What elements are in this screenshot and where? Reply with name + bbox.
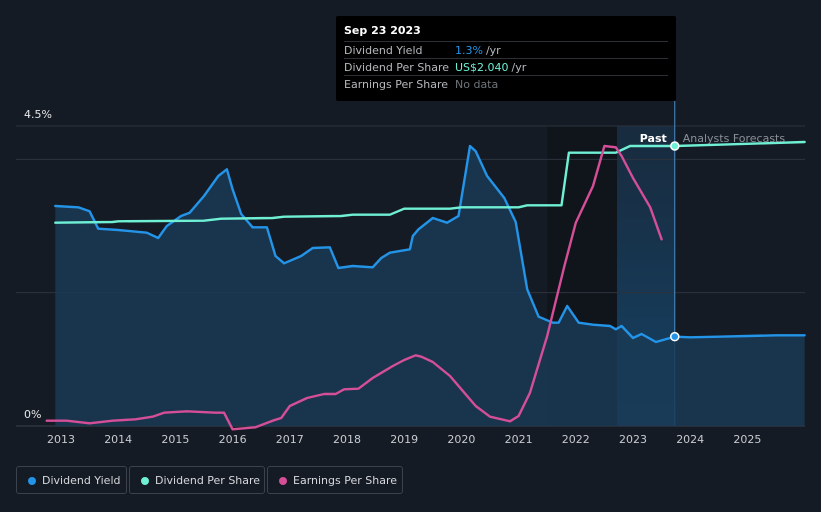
x-tick-label: 2017 bbox=[276, 433, 304, 446]
x-tick-label: 2013 bbox=[47, 433, 75, 446]
legend-label: Dividend Yield bbox=[42, 474, 121, 487]
x-tick-label: 2016 bbox=[219, 433, 247, 446]
tooltip-label: Dividend Per Share bbox=[344, 61, 450, 74]
legend-dot-icon bbox=[279, 477, 287, 485]
tooltip-unit: /yr bbox=[511, 61, 527, 74]
x-tick-label: 2024 bbox=[676, 433, 704, 446]
legend-label: Dividend Per Share bbox=[155, 474, 261, 487]
legend-label: Earnings Per Share bbox=[293, 474, 398, 487]
dividend-yield-line bbox=[54, 144, 806, 344]
tooltip-label: Dividend Yield bbox=[344, 44, 423, 57]
x-tick-label: 2023 bbox=[619, 433, 647, 446]
x-tick-label: 2019 bbox=[390, 433, 418, 446]
tooltip-value: 1.3% bbox=[455, 44, 483, 57]
y-top-label: 4.5% bbox=[24, 108, 52, 121]
legend-dot-icon bbox=[141, 477, 149, 485]
past-label: Past bbox=[640, 132, 667, 145]
earnings-per-share-line bbox=[45, 144, 663, 431]
dividend-yield-area bbox=[55, 146, 805, 426]
legend-dividend-per-share[interactable]: Dividend Per Share bbox=[129, 466, 265, 494]
x-tick-label: 2015 bbox=[161, 433, 189, 446]
legend-earnings-per-share[interactable]: Earnings Per Share bbox=[267, 466, 403, 494]
x-tick-label: 2021 bbox=[505, 433, 533, 446]
tooltip: Sep 23 2023 Dividend Yield 1.3%/yr Divid… bbox=[336, 16, 676, 101]
tooltip-row-dividend-per-share: Dividend Per Share US$2.040/yr bbox=[344, 58, 668, 76]
x-tick-label: 2020 bbox=[447, 433, 475, 446]
tooltip-date: Sep 23 2023 bbox=[344, 24, 421, 37]
x-tick-label: 2022 bbox=[562, 433, 590, 446]
tooltip-value: No data bbox=[455, 78, 499, 91]
x-tick-label: 2025 bbox=[733, 433, 761, 446]
y-bottom-label: 0% bbox=[24, 408, 41, 421]
tooltip-label: Earnings Per Share bbox=[344, 78, 449, 91]
dividend-yield-marker bbox=[670, 331, 680, 342]
tooltip-value: US$2.040 bbox=[455, 61, 509, 74]
dividend-per-share-marker bbox=[670, 141, 680, 151]
x-tick-label: 2018 bbox=[333, 433, 361, 446]
dividend-per-share-line bbox=[54, 140, 806, 224]
tooltip-row-earnings-per-share: Earnings Per Share No data bbox=[344, 75, 668, 93]
legend-dot-icon bbox=[28, 477, 36, 485]
x-tick-label: 2014 bbox=[104, 433, 132, 446]
tooltip-row-dividend-yield: Dividend Yield 1.3%/yr bbox=[344, 41, 668, 59]
tooltip-unit: /yr bbox=[485, 44, 501, 57]
legend-dividend-yield[interactable]: Dividend Yield bbox=[16, 466, 127, 494]
forecast-label: Analysts Forecasts bbox=[683, 132, 786, 145]
